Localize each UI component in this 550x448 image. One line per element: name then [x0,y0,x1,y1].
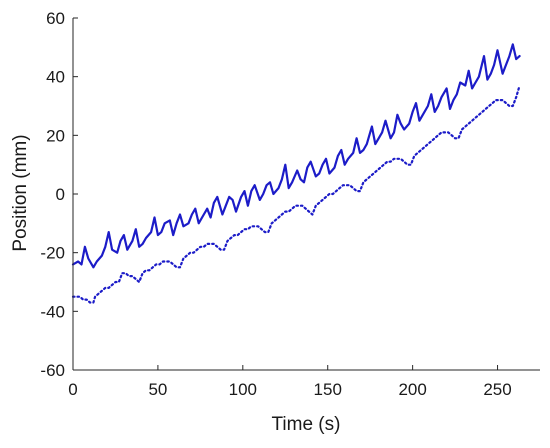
y-tick-label: -40 [40,302,65,321]
y-tick-label: 20 [46,126,65,145]
ticks-layer: 0 50 100 150 200 250 -60 -40 -20 0 20 40 60 [40,9,511,399]
x-tick-label: 200 [398,380,426,399]
y-tick-label: 0 [56,185,65,204]
x-tick-label: 0 [68,380,77,399]
axes-layer [72,18,540,371]
x-tick-label: 100 [229,380,257,399]
y-tick-label: -20 [40,244,65,263]
x-tick-label: 150 [314,380,342,399]
x-tick-label: 250 [483,380,511,399]
y-tick-label: -60 [40,361,65,380]
y-tick-label: 60 [46,9,65,28]
solid-series-line [71,43,521,269]
y-tick-label: 40 [46,68,65,87]
series-layer [71,43,521,304]
x-tick-label: 50 [148,380,167,399]
y-axis-label: Position (mm) [10,134,31,251]
x-axis-label: Time (s) [272,414,341,435]
dotted-series-line [71,84,521,304]
